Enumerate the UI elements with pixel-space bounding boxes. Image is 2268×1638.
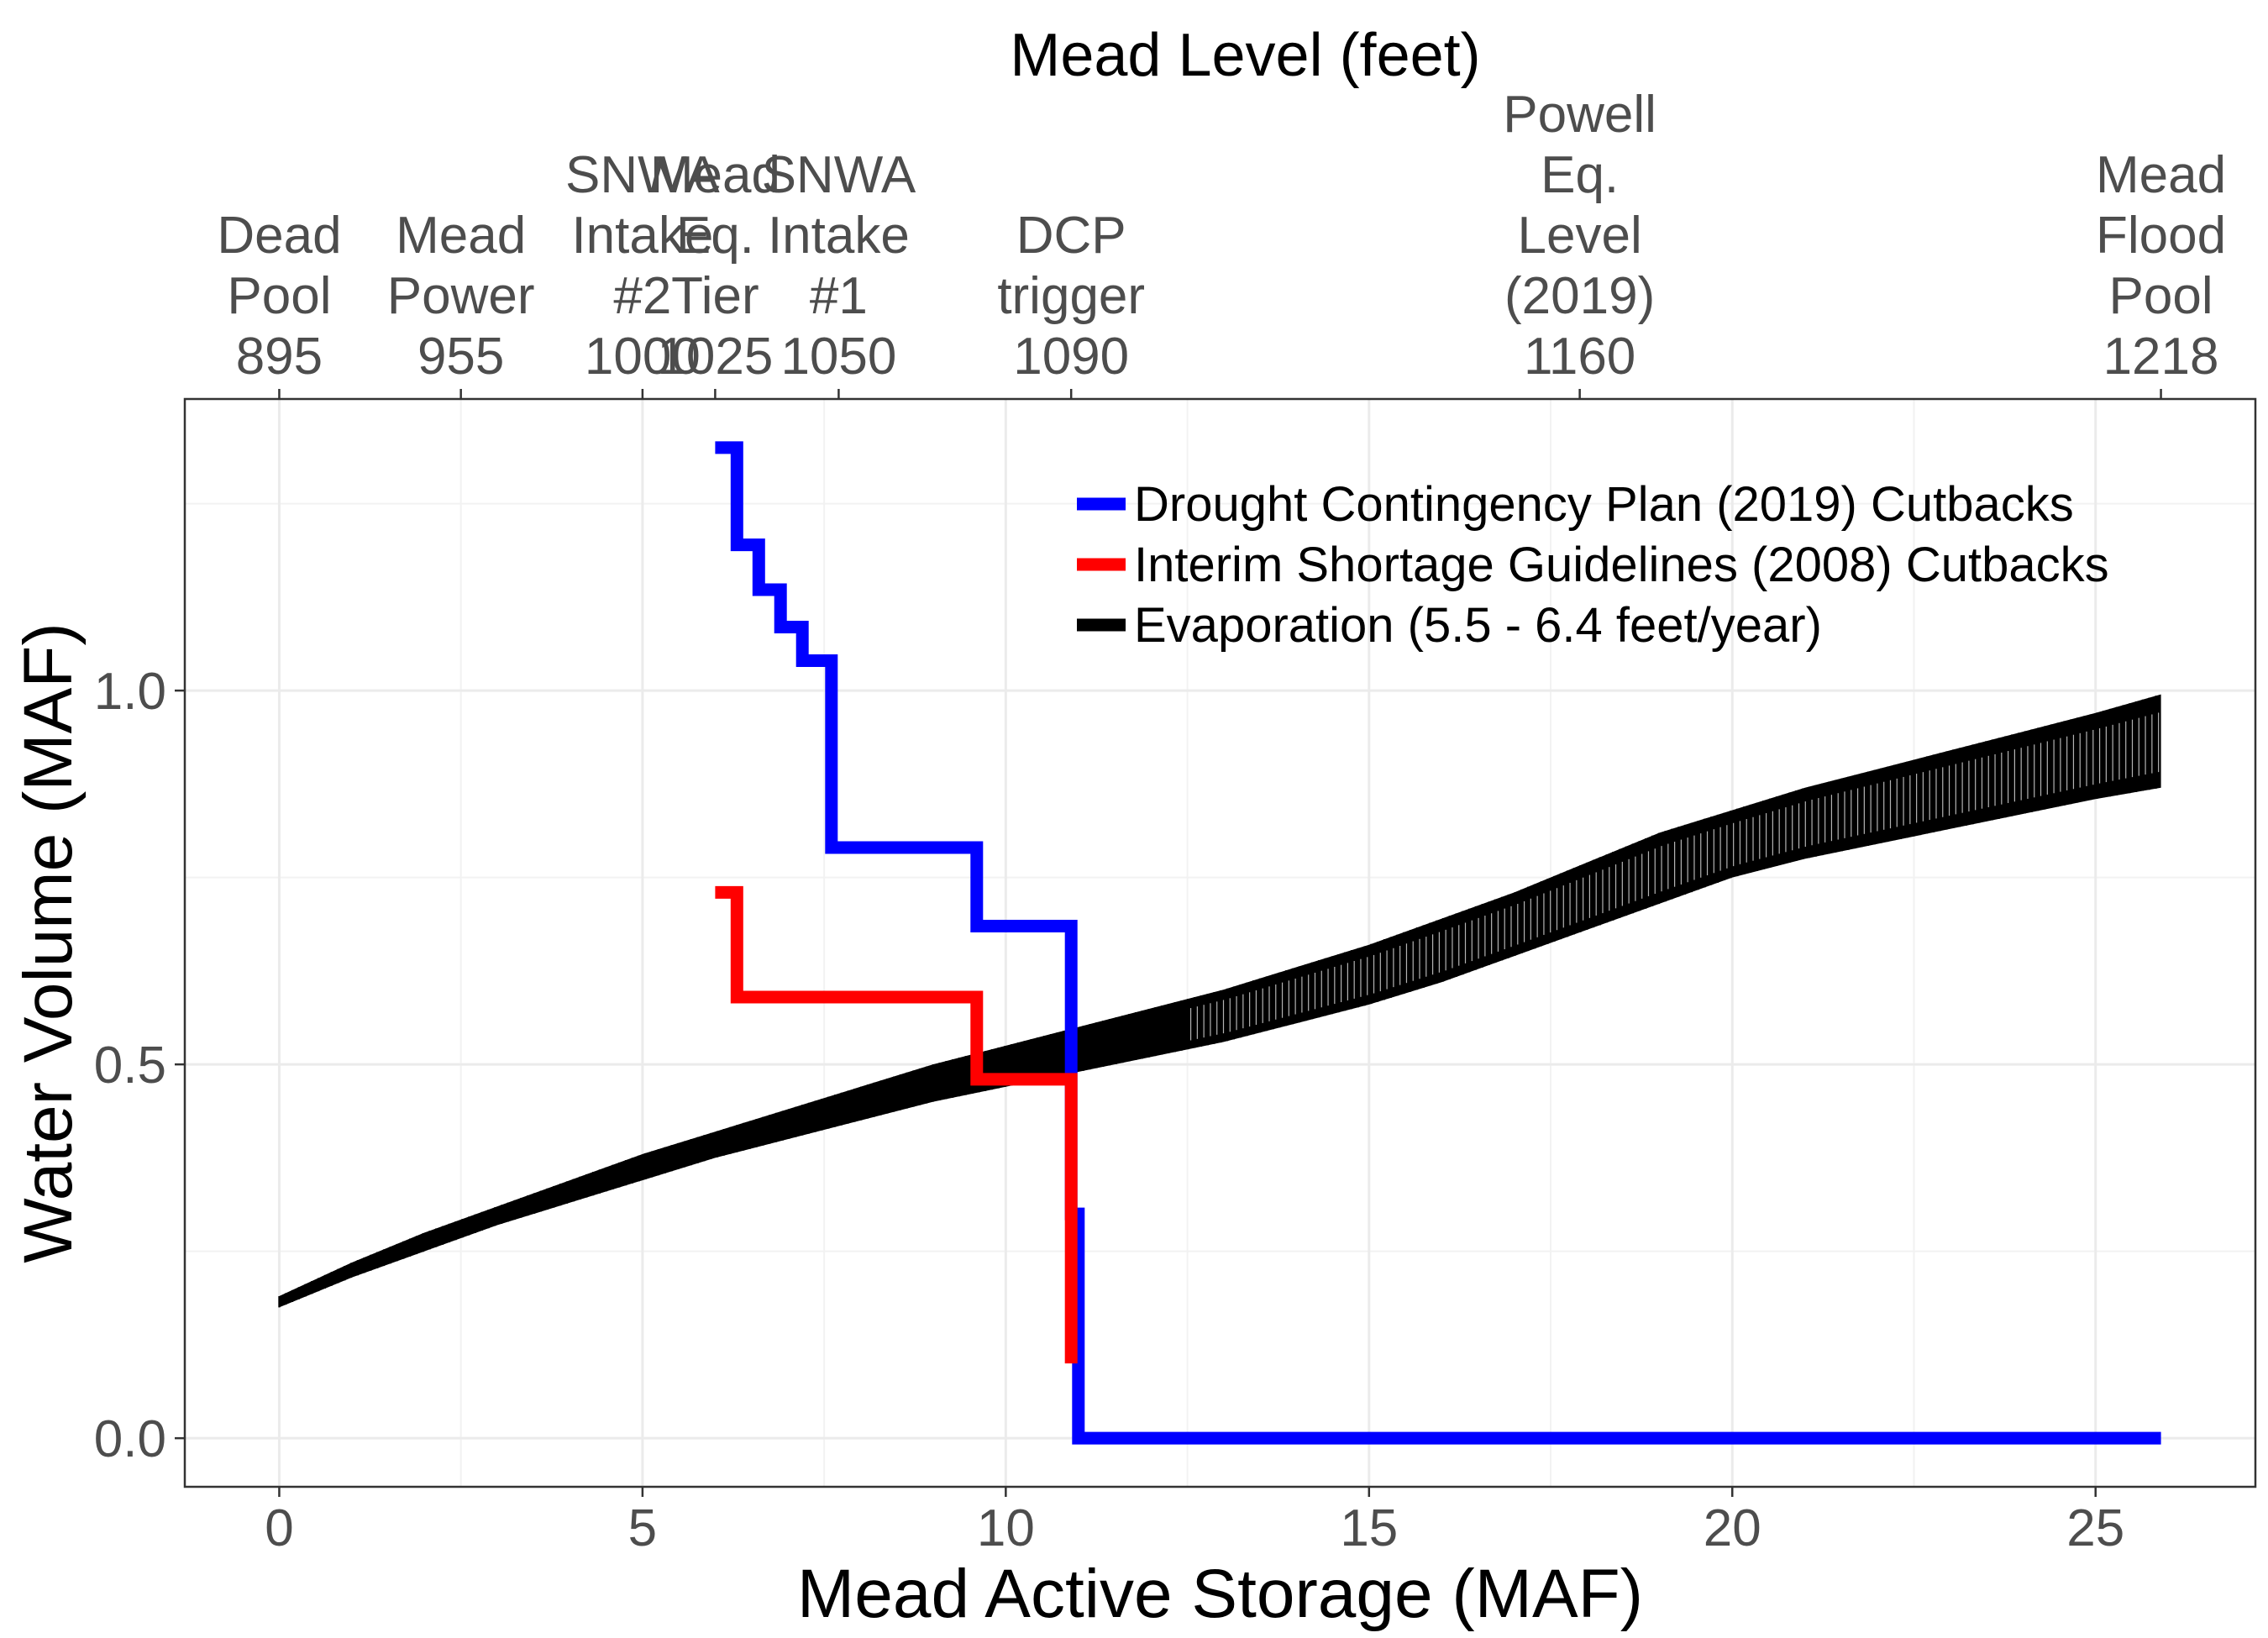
x-tick-label: 0 — [265, 1499, 293, 1557]
x-tick-label: 15 — [1340, 1499, 1398, 1557]
top-axis-ticks: 895DeadPool955MeadPower1000SNWAIntake#21… — [217, 86, 2226, 399]
plot-panel-border — [183, 397, 2257, 1488]
top-tick-level: 1050 — [780, 328, 896, 386]
grid-minor — [185, 399, 2255, 1487]
top-tick-label: Power — [387, 267, 535, 325]
top-tick-label: Mead — [2096, 146, 2226, 204]
legend-label: Evaporation (5.5 - 6.4 feet/year) — [1134, 598, 1822, 653]
top-tick-label: Pool — [227, 267, 331, 325]
y-tick-label: 0.5 — [94, 1037, 166, 1095]
y-tick-label: 1.0 — [94, 663, 166, 721]
top-tick-label: Intake — [571, 207, 713, 265]
top-tick-label: SNWA — [762, 146, 916, 204]
top-tick-level: 1025 — [657, 328, 773, 386]
series-evaporation — [278, 694, 2161, 1308]
x-tick-label: 5 — [628, 1499, 657, 1557]
top-tick-level: 955 — [417, 328, 504, 386]
y-axis-title: Water Volume (MAF) — [10, 622, 87, 1263]
series-isg-cutbacks — [715, 885, 1078, 1364]
isg-cutbacks-line — [715, 885, 1078, 1364]
x-axis-title: Mead Active Storage (MAF) — [797, 1556, 1643, 1632]
top-tick-label: SNWA — [565, 146, 720, 204]
legend-label: Drought Contingency Plan (2019) Cutbacks — [1134, 477, 2074, 532]
top-tick-level: 1218 — [2103, 328, 2219, 386]
top-tick-label: trigger — [997, 267, 1145, 325]
y-axis-ticks: 0.0 0.5 1.0 — [94, 663, 185, 1468]
top-tick-label: Level — [1518, 207, 1642, 265]
top-tick-label: #2 — [613, 267, 671, 325]
top-tick-label: Powell — [1503, 86, 1656, 144]
top-tick-label: Mead — [650, 146, 780, 204]
chart-title: Mead Level (feet) — [1010, 22, 1480, 89]
top-tick-label: Mead — [396, 207, 526, 265]
legend: Drought Contingency Plan (2019) Cutbacks… — [1077, 477, 2109, 653]
top-tick-label: #1 — [810, 267, 868, 325]
top-tick-level: 1160 — [1524, 328, 1635, 386]
top-tick-label: Eq. — [676, 207, 754, 265]
top-tick-label: Pool — [2109, 267, 2213, 325]
top-tick-level: 1000 — [585, 328, 701, 386]
top-tick-label: Intake — [768, 207, 910, 265]
top-tick-label: (2019) — [1504, 267, 1655, 325]
y-tick-label: 0.0 — [94, 1410, 166, 1468]
x-tick-label: 20 — [1704, 1499, 1761, 1557]
top-tick-label: Dead — [217, 207, 341, 265]
top-tick-label: Tier — [671, 267, 759, 325]
top-tick-label: DCP — [1016, 207, 1126, 265]
top-tick-level: 1090 — [1013, 328, 1129, 386]
top-tick-level: 895 — [236, 328, 323, 386]
x-tick-label: 10 — [977, 1499, 1035, 1557]
top-tick-label: Flood — [2096, 207, 2226, 265]
top-tick-label: Eq. — [1541, 146, 1619, 204]
legend-label: Interim Shortage Guidelines (2008) Cutba… — [1134, 538, 2109, 592]
x-axis-ticks: 0 5 10 15 20 25 — [265, 1487, 2124, 1557]
x-tick-label: 25 — [2066, 1499, 2124, 1557]
